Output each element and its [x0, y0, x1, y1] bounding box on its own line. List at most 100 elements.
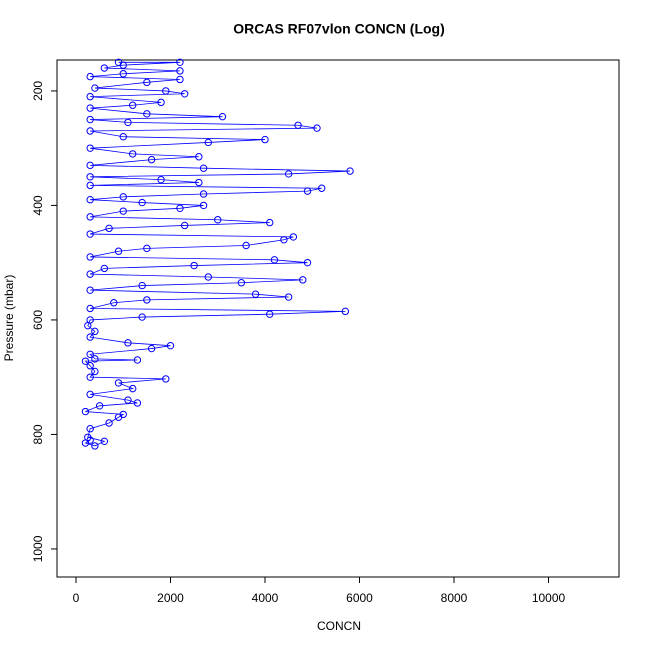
- data-point: [346, 167, 354, 175]
- data-point: [86, 72, 94, 81]
- data-point: [195, 178, 203, 187]
- x-tick-label: 4000: [252, 591, 279, 605]
- data-point: [266, 218, 274, 227]
- data-point: [214, 216, 222, 224]
- data-point: [299, 276, 307, 284]
- data-point: [86, 425, 94, 433]
- data-point: [100, 437, 109, 446]
- data-point: [143, 110, 151, 118]
- data-point: [143, 78, 151, 87]
- data-point: [110, 299, 118, 307]
- x-tick-label: 0: [73, 591, 80, 605]
- data-point: [251, 290, 260, 298]
- data-point: [280, 236, 288, 244]
- data-point: [261, 135, 269, 144]
- data-point: [218, 112, 227, 121]
- data-point: [86, 333, 94, 341]
- data-point: [91, 442, 99, 450]
- data-point: [138, 313, 146, 321]
- x-tick-label: 6000: [346, 591, 373, 605]
- data-point: [176, 204, 184, 212]
- data-point: [242, 241, 250, 250]
- data-point: [86, 253, 94, 261]
- data-point: [84, 433, 92, 442]
- data-point: [157, 175, 165, 184]
- y-tick-label: 400: [31, 195, 45, 215]
- data-point: [86, 104, 94, 112]
- data-point: [114, 58, 123, 66]
- data-point: [86, 161, 94, 170]
- data-point: [317, 184, 326, 192]
- data-point: [86, 115, 94, 124]
- data-point: [266, 310, 274, 318]
- data-point: [86, 230, 94, 238]
- data-point: [86, 350, 94, 358]
- data-point: [124, 339, 132, 347]
- data-point: [313, 124, 321, 132]
- data-point: [294, 121, 302, 129]
- data-point: [143, 244, 151, 253]
- data-point: [81, 357, 90, 365]
- y-tick-label: 200: [31, 81, 45, 101]
- data-point: [143, 296, 151, 304]
- data-point: [100, 64, 109, 72]
- data-point: [180, 90, 189, 98]
- data-point: [86, 373, 94, 381]
- data-point: [195, 153, 203, 161]
- data-point: [166, 341, 175, 350]
- x-tick-label: 2000: [157, 591, 184, 605]
- x-tick-label: 8000: [441, 591, 468, 605]
- data-point: [86, 390, 94, 399]
- data-point: [114, 247, 123, 255]
- data-point: [81, 407, 90, 416]
- data-point: [289, 233, 298, 241]
- data-point: [91, 84, 99, 92]
- y-tick-label: 800: [31, 424, 45, 444]
- data-point: [105, 419, 113, 427]
- data-point: [86, 181, 94, 190]
- data-point: [128, 150, 137, 158]
- data-point: [95, 402, 104, 410]
- data-point: [303, 187, 312, 195]
- data-point: [180, 221, 189, 230]
- data-point: [105, 224, 113, 233]
- data-point: [91, 367, 99, 376]
- data-point: [86, 213, 94, 221]
- y-tick-label: 1000: [31, 535, 45, 562]
- data-point: [128, 101, 137, 109]
- data-point: [133, 356, 142, 364]
- data-point: [86, 195, 94, 204]
- data-point: [190, 261, 198, 270]
- data-point: [157, 98, 165, 107]
- x-axis-label: CONCN: [317, 619, 361, 633]
- data-point: [284, 170, 293, 178]
- plot-frame: [56, 59, 620, 578]
- data-point: [199, 190, 208, 198]
- data-point: [114, 379, 123, 387]
- data-point: [147, 344, 156, 353]
- data-point: [204, 138, 212, 147]
- data-point: [204, 273, 212, 281]
- data-point: [86, 316, 94, 324]
- data-point: [176, 75, 184, 84]
- data-point: [133, 399, 142, 407]
- data-point: [147, 155, 156, 164]
- data-point: [341, 307, 350, 316]
- data-point: [86, 286, 94, 294]
- data-point: [162, 375, 170, 383]
- data-point: [91, 327, 99, 336]
- y-tick-label: 600: [31, 310, 45, 330]
- data-point: [124, 118, 132, 127]
- data-point: [119, 193, 127, 201]
- data-point: [86, 270, 94, 278]
- data-point: [100, 264, 109, 273]
- data-point: [176, 58, 184, 66]
- data-point: [284, 293, 293, 301]
- data-point: [119, 410, 127, 419]
- data-point: [119, 133, 127, 141]
- data-point: [119, 207, 127, 215]
- data-point: [86, 304, 94, 313]
- x-tick-label: 10000: [532, 591, 566, 605]
